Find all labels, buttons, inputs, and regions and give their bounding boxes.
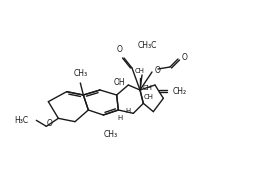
Text: H: H (118, 115, 123, 121)
Text: O: O (155, 65, 161, 74)
Text: O: O (117, 45, 123, 54)
Text: H: H (125, 108, 130, 114)
Text: CH₃: CH₃ (104, 130, 118, 139)
Text: CH: CH (143, 85, 153, 91)
Text: O: O (46, 119, 52, 128)
Text: CH₃C: CH₃C (137, 41, 157, 50)
Text: CH: CH (144, 94, 154, 100)
Text: CH₃: CH₃ (73, 69, 88, 78)
Text: CH₂: CH₂ (173, 87, 187, 96)
Text: OH: OH (113, 77, 125, 86)
Text: O: O (182, 53, 188, 62)
Text: H₃C: H₃C (14, 116, 28, 125)
Text: CH: CH (135, 68, 145, 74)
